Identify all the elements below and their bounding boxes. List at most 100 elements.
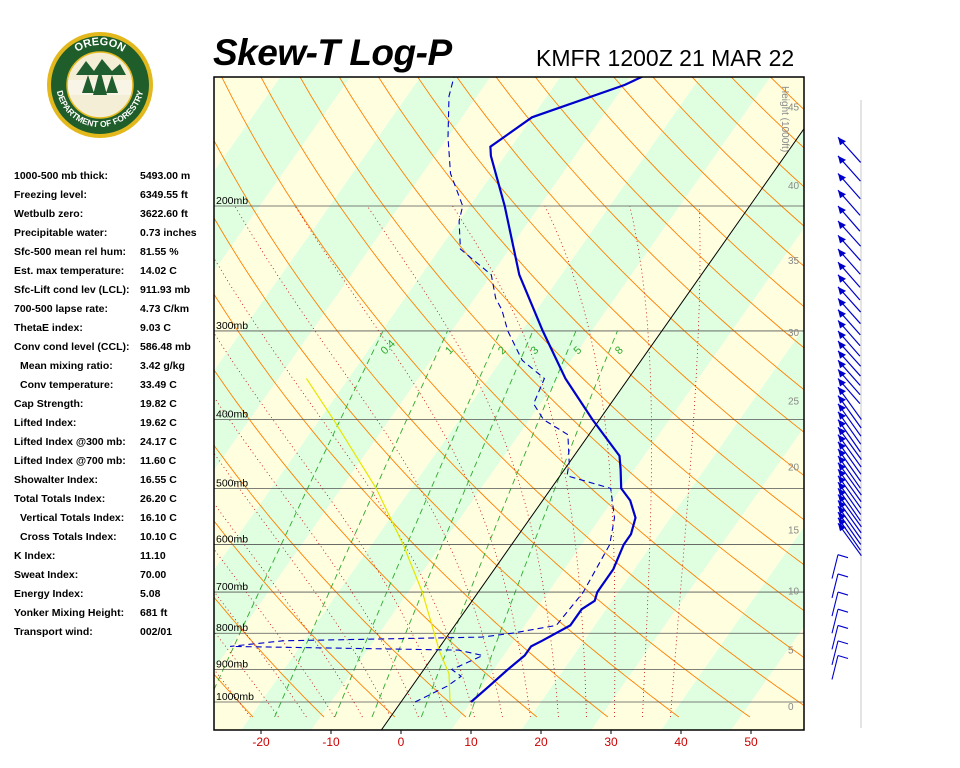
- stat-row: Sfc-500 mean rel hum: 81.55 %: [14, 244, 214, 263]
- isobar-label: 600mb: [216, 534, 248, 546]
- height-axis: Height (1000ft) 0 5 10 15 20 25 30 35 40 45: [779, 86, 800, 713]
- wind-barb-flag: [838, 221, 846, 229]
- wind-barb-flag: [838, 137, 846, 146]
- x-tick-label: 10: [464, 735, 478, 749]
- stat-label: Freezing level:: [14, 189, 87, 201]
- height-tick-label: 35: [788, 256, 800, 267]
- stat-value: 0.73 inches: [140, 227, 197, 239]
- dry-adiabat: [573, 77, 804, 308]
- stat-value: 002/01: [140, 626, 173, 638]
- stat-value: 81.55 %: [140, 246, 179, 258]
- stat-value: 5.08: [140, 588, 161, 600]
- isobar-label: 400mb: [216, 409, 248, 421]
- freezing-isotherm: [380, 127, 804, 730]
- moist-adiabat: [452, 205, 587, 717]
- stat-label: Wetbulb zero:: [14, 208, 84, 220]
- stat-label: Sfc-500 mean rel hum:: [14, 246, 127, 258]
- wind-barb-flag: [838, 341, 846, 350]
- stat-value: 24.17 C: [140, 436, 177, 448]
- stat-label: Showalter Index:: [14, 474, 99, 486]
- stat-label: Est. max temperature:: [14, 265, 125, 277]
- x-tick-label: 50: [744, 735, 758, 749]
- stat-value: 33.49 C: [140, 379, 177, 391]
- stat-label: Lifted Index @700 mb:: [14, 455, 126, 467]
- moist-adiabat: [629, 205, 652, 718]
- isobar-label: 200mb: [216, 195, 248, 207]
- dry-adiabat: [221, 77, 804, 707]
- stat-row: Cross Totals Index: 10.10 C: [14, 529, 214, 548]
- height-tick-label: 30: [788, 328, 800, 339]
- stat-value: 3.42 g/kg: [140, 360, 185, 372]
- parcel-trace: [305, 378, 451, 703]
- stat-label: ThetaE index:: [14, 322, 83, 334]
- wind-barb-flag: [838, 262, 846, 271]
- stat-label: K Index:: [14, 550, 56, 562]
- svg-text:OREGON: OREGON: [73, 36, 128, 55]
- wind-barb-flag: [838, 462, 846, 471]
- x-tick-label: -10: [322, 735, 340, 749]
- dry-adiabat: [260, 77, 804, 659]
- wind-barb-flag: [838, 369, 846, 378]
- wind-barb-flag: [838, 494, 846, 503]
- stat-value: 911.93 mb: [140, 284, 191, 296]
- plot-frame: [213, 76, 805, 731]
- stat-row: Conv cond level (CCL): 586.48 mb: [14, 339, 214, 358]
- stat-row: ThetaE index: 9.03 C: [14, 320, 214, 339]
- stat-value: 4.73 C/km: [140, 303, 190, 315]
- wind-barb-flag: [838, 500, 846, 509]
- moist-adiabats: [214, 205, 701, 718]
- stat-label: Cross Totals Index:: [20, 531, 117, 543]
- stat-label: Cap Strength:: [14, 398, 84, 410]
- stat-row: K Index: 11.10: [14, 548, 214, 567]
- height-tick-label: 20: [788, 462, 800, 473]
- wind-barb: [831, 625, 839, 650]
- wind-barb-flag: [838, 512, 846, 521]
- wind-barb-flag: [838, 506, 846, 515]
- height-axis-label: Height (1000ft): [779, 86, 790, 152]
- x-tick-label: -20: [252, 735, 270, 749]
- stat-row: Cap Strength: 19.82 C: [14, 396, 214, 415]
- wind-barb-flag: [838, 427, 846, 436]
- moist-adiabat: [214, 257, 475, 718]
- stat-value: 5493.00 m: [140, 170, 191, 182]
- mixing-ratio-line: [468, 330, 618, 718]
- stat-label: Vertical Totals Index:: [20, 512, 125, 524]
- wind-barb-flag: [838, 475, 846, 484]
- mixing-ratio-line: [371, 330, 534, 718]
- mixing-ratio-line: [334, 330, 501, 718]
- stat-label: Mean mixing ratio:: [20, 360, 113, 372]
- stat-row: 700-500 lapse rate: 4.73 C/km: [14, 301, 214, 320]
- stat-value: 10.10 C: [140, 531, 177, 543]
- isobars: 1000mb 900mb 800mb 700mb 600mb 500mb 400mb 300m…: [214, 195, 804, 703]
- station-time-label: KMFR 1200Z 21 MAR 22: [536, 45, 795, 71]
- chart-title: Skew-T Log-P: [213, 32, 452, 73]
- dry-adiabat: [299, 77, 804, 612]
- stat-row: Wetbulb zero: 3622.60 ft: [14, 206, 214, 225]
- stat-value: 681 ft: [140, 607, 168, 619]
- isobar-label: 500mb: [216, 477, 248, 489]
- height-tick-label: 15: [788, 526, 800, 537]
- stat-label: Sweat Index:: [14, 569, 79, 581]
- x-tick-label: 20: [534, 735, 548, 749]
- wind-barb-flag: [838, 190, 846, 199]
- height-tick-label: 40: [788, 181, 800, 192]
- stat-label: Lifted Index @300 mb:: [14, 436, 126, 448]
- wind-barb-flag: [838, 395, 846, 404]
- wind-barb-feather: [837, 591, 849, 596]
- stat-value: 6349.55 ft: [140, 189, 188, 201]
- moist-adiabat: [544, 205, 616, 717]
- dry-adiabat: [214, 520, 396, 718]
- dry-adiabat: [456, 77, 804, 433]
- wind-barb-flag: [838, 331, 846, 339]
- wind-barb: [831, 554, 839, 579]
- zero-isotherm: [380, 127, 804, 730]
- x-tick-label: 40: [674, 735, 688, 749]
- x-tick-label: 30: [604, 735, 618, 749]
- wind-barb-flag: [838, 403, 846, 412]
- stat-row: Total Totals Index: 26.20 C: [14, 491, 214, 510]
- stat-value: 9.03 C: [140, 322, 171, 334]
- wind-barb-flag: [838, 411, 846, 420]
- x-tick-label: 0: [398, 735, 405, 749]
- stat-value: 16.10 C: [140, 512, 177, 524]
